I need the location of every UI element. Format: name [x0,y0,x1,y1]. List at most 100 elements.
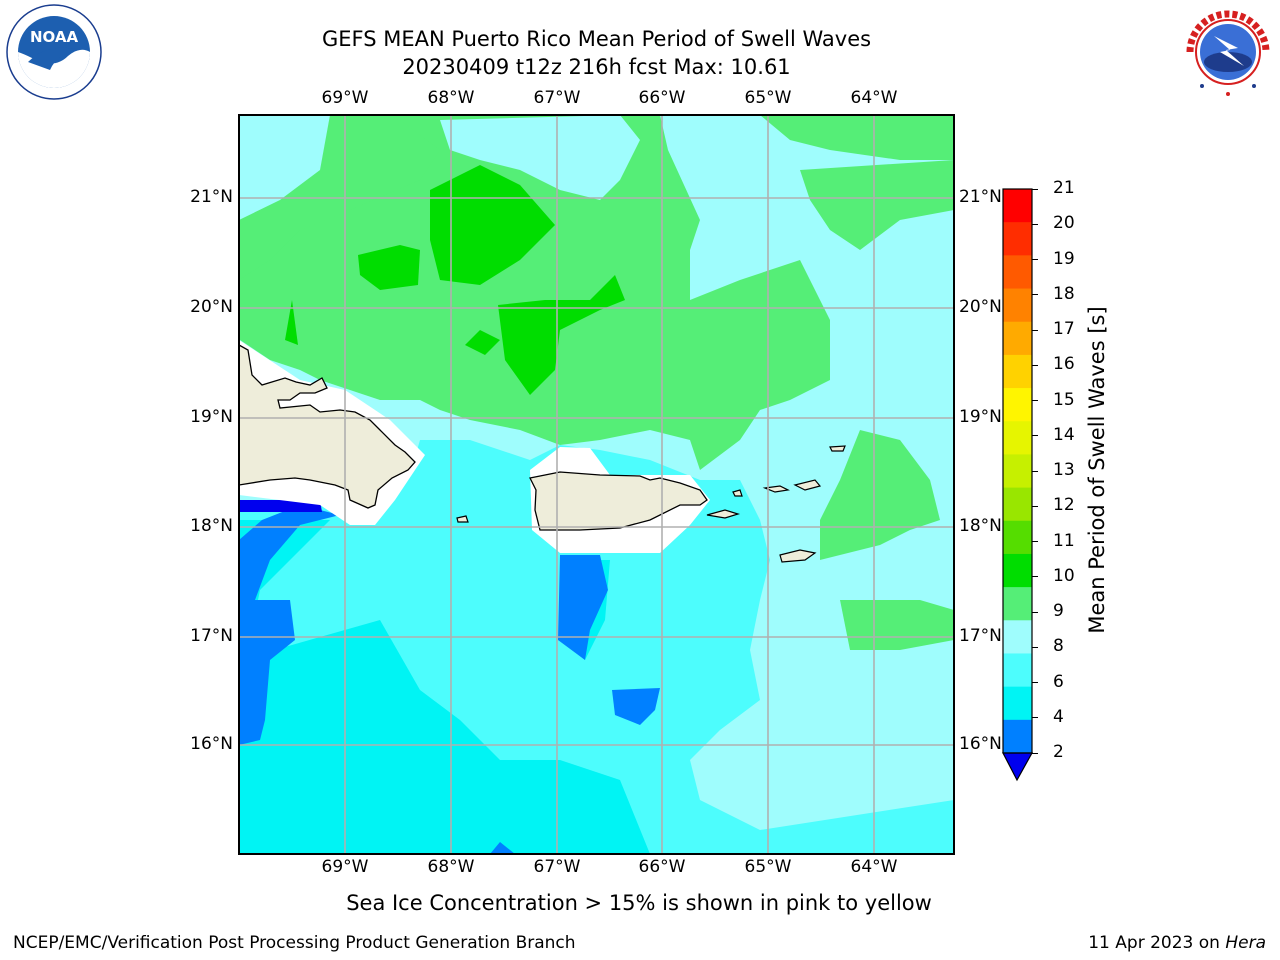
lon-label-top: 67°W [533,88,581,108]
colorbar-tick-mark [1032,435,1038,437]
footer-date: 11 Apr 2023 on Hera [1088,933,1266,953]
lon-label-top: 66°W [638,88,686,108]
lon-label-top: 65°W [744,88,792,108]
colorbar-tick-label: 4 [1053,706,1064,727]
lon-label-top: 68°W [427,88,475,108]
colorbar-tick-label: 20 [1053,213,1075,234]
swell-8-9s-north-pocket [440,115,640,200]
colorbar-tick-label: 19 [1053,248,1075,269]
swell-below-2s [239,500,322,512]
chart-title: GEFS MEAN Puerto Rico Mean Period of Swe… [321,27,872,51]
colorbar-segment [1003,620,1032,654]
swell-2-4s-southeast [612,688,660,725]
swell-10-11s-sliver [285,300,298,345]
land-st-thomas [762,485,790,493]
lat-label-left: 19°N [190,407,233,427]
colorbar-tick-label: 12 [1053,495,1075,516]
swell-9-10s-northeast [760,115,954,160]
colorbar-tick-label: 14 [1053,424,1075,445]
colorbar-tick-label: 13 [1053,460,1075,480]
swell-10-11s-center [498,275,625,395]
colorbar-label: Mean Period of Swell Waves [s] [1085,306,1109,634]
colorbar-segment [1003,321,1032,356]
colorbar-segment [1003,454,1032,489]
colorbar-segment [1003,288,1032,323]
map-frame [238,114,955,855]
land-hispaniola [239,344,416,509]
colorbar-segment [1003,189,1032,223]
colorbar-segment [1003,553,1032,588]
colorbar-tick-label: 17 [1053,319,1075,339]
land-culebra [732,489,743,497]
lat-label-right: 19°N [959,407,1002,427]
colorbar-tick-label: 11 [1053,530,1075,551]
colorbar-tick-label: 16 [1053,354,1075,375]
noaa-logo: NOAA [6,4,102,100]
colorbar-segment [1003,587,1032,621]
lat-label-left: 16°N [190,734,233,754]
lat-label-right: 20°N [959,297,1002,317]
land-tortola [793,479,822,491]
colorbar-tick-mark [1032,259,1038,260]
lat-label-right: 17°N [959,626,1002,646]
lon-label-bottom: 68°W [427,857,475,877]
colorbar-segment [1003,520,1032,555]
colorbar-tick-label: 21 [1053,178,1075,198]
colorbar-tick-label: 18 [1053,283,1075,304]
colorbar-tick-mark [1032,576,1038,578]
lat-label-left: 21°N [190,187,233,207]
colorbar-tick-label: 9 [1053,601,1064,621]
colorbar-tick-mark [1032,611,1038,613]
colorbar-tick-label: 8 [1053,636,1064,657]
land-st-croix [779,549,817,563]
colorbar-tick-label: 10 [1053,565,1075,586]
lon-label-bottom: 67°W [533,857,581,877]
land-vieques [706,509,741,519]
land-mona [456,515,469,523]
swell-2-4s-center [558,555,608,660]
lon-label-top: 64°W [850,88,898,108]
colorbar-tick-mark [1032,400,1038,401]
swell-9-10s-east [800,160,954,250]
colorbar-tick-mark [1032,364,1038,366]
swell-10-11s-north [430,165,555,285]
nws-logo [1180,4,1276,100]
lon-label-bottom: 65°W [744,857,792,877]
colorbar-tick-label: 6 [1053,671,1064,692]
colorbar-tick-mark [1032,682,1038,683]
lat-label-left: 17°N [190,626,233,646]
colorbar-tick-mark [1032,752,1038,754]
colorbar-tick-mark [1032,505,1038,507]
colorbar-segment [1003,255,1032,290]
colorbar-tick-mark [1032,294,1038,296]
colorbar-segment [1003,388,1032,422]
colorbar-extend-arrow [1002,752,1034,782]
lon-label-bottom: 69°W [321,857,369,877]
swell-9-10s-north [239,115,830,470]
colorbar-tick-mark [1032,470,1038,472]
lon-label-bottom: 64°W [850,857,898,877]
colorbar-segment [1003,487,1032,522]
swell-10-11s-small [465,330,500,355]
footer-credit: NCEP/EMC/Verification Post Processing Pr… [13,933,576,953]
lon-label-bottom: 66°W [638,857,686,877]
colorbar-tick-label: 2 [1053,742,1064,762]
colorbar-segment [1003,222,1032,256]
map-gridlines [239,115,954,854]
colorbar-segment [1003,354,1032,389]
chart-subtitle: 20230409 t12z 216h fcst Max: 10.61 [402,55,791,79]
swell-4-6s-south [239,620,650,854]
colorbar-segment [1003,719,1032,754]
colorbar-tick-mark [1032,646,1038,648]
swell-10-11s-west [358,245,420,290]
colorbar [1002,188,1034,782]
colorbar-tick-label: 15 [1053,389,1075,410]
footer-date-text: 11 Apr 2023 on [1088,933,1226,953]
lat-label-right: 18°N [959,516,1002,536]
sea-ice-note: Sea Ice Concentration > 15% is shown in … [346,891,932,915]
footer-machine: Hera [1225,933,1266,953]
lat-label-right: 21°N [959,187,1002,207]
colorbar-tick-mark [1032,329,1038,331]
colorbar-tick-mark [1032,541,1038,542]
